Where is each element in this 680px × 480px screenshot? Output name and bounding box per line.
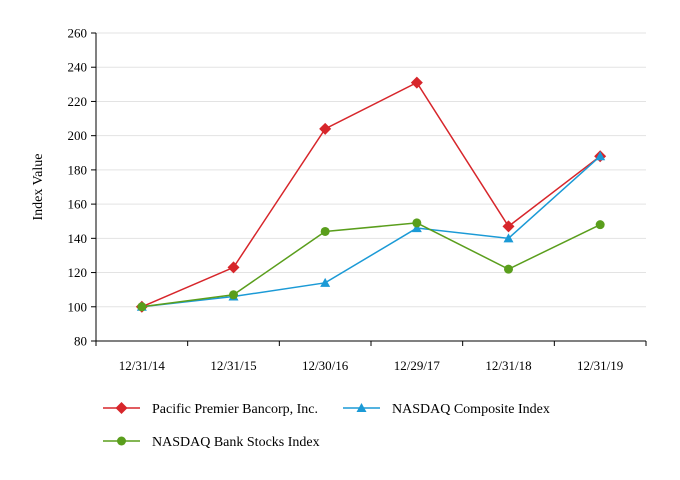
y-tick-label-80: 80	[74, 334, 87, 349]
x-tick-label-5: 12/31/19	[577, 358, 623, 373]
data-point-2-0	[137, 302, 147, 312]
x-tick-label-1: 12/31/15	[210, 358, 256, 373]
gridlines	[96, 32, 646, 308]
legend: Pacific Premier Bancorp, Inc. NASDAQ Comp…	[103, 402, 550, 450]
legend-marker-0	[115, 402, 128, 414]
legend-item-1: NASDAQ Composite Index	[343, 402, 550, 417]
y-tick-label-120: 120	[68, 265, 88, 280]
legend-label-2: NASDAQ Bank Stocks Index	[152, 435, 320, 450]
y-tick-label-180: 180	[68, 162, 88, 177]
x-tick-label-3: 12/29/17	[394, 358, 441, 373]
data-point-1-4	[503, 233, 514, 243]
y-tick-label-100: 100	[68, 299, 88, 314]
y-tick-labels: 80 100 120 140 160 180 200 220 240 260	[68, 26, 96, 349]
data-point-1-2	[320, 277, 331, 287]
legend-marker-2	[117, 436, 126, 446]
legend-item-0: Pacific Premier Bancorp, Inc.	[103, 402, 318, 417]
data-point-1-3	[411, 223, 422, 233]
y-tick-label-260: 260	[68, 26, 88, 41]
series-line-2	[141, 222, 601, 308]
data-point-1-5	[595, 151, 606, 161]
data-point-2-2	[320, 226, 330, 236]
legend-marker-1	[356, 403, 367, 412]
y-tick-label-200: 200	[68, 128, 88, 143]
y-tick-label-240: 240	[68, 60, 88, 75]
series-0	[135, 76, 607, 313]
data-point-2-4	[504, 264, 513, 274]
x-tick-label-0: 12/31/14	[119, 358, 166, 373]
data-point-0-2	[319, 122, 332, 135]
series-lines	[135, 76, 607, 313]
data-point-2-1	[229, 290, 238, 300]
y-tick-label-160: 160	[68, 197, 88, 212]
data-point-2-5	[595, 220, 605, 230]
series-line-0	[141, 81, 601, 308]
series-line-1	[141, 155, 601, 308]
series-2	[137, 218, 605, 312]
legend-label-0: Pacific Premier Bancorp, Inc.	[152, 402, 318, 417]
series-1	[136, 151, 606, 311]
x-tick-label-2: 12/30/16	[302, 358, 349, 373]
y-tick-label-140: 140	[68, 231, 88, 246]
data-point-2-3	[412, 218, 422, 228]
data-point-0-4	[502, 220, 515, 233]
axes	[95, 33, 646, 342]
y-axis-title: Index Value	[31, 154, 46, 221]
x-tick-label-4: 12/31/18	[485, 358, 531, 373]
legend-label-1: NASDAQ Composite Index	[392, 402, 550, 417]
x-tick-labels: 12/31/14 12/31/15 12/30/16 12/29/17 12/31/18…	[95, 341, 647, 373]
data-point-0-3	[410, 76, 423, 89]
data-point-0-1	[227, 261, 240, 274]
y-tick-label-220: 220	[68, 94, 88, 109]
legend-item-2: NASDAQ Bank Stocks Index	[103, 435, 320, 450]
